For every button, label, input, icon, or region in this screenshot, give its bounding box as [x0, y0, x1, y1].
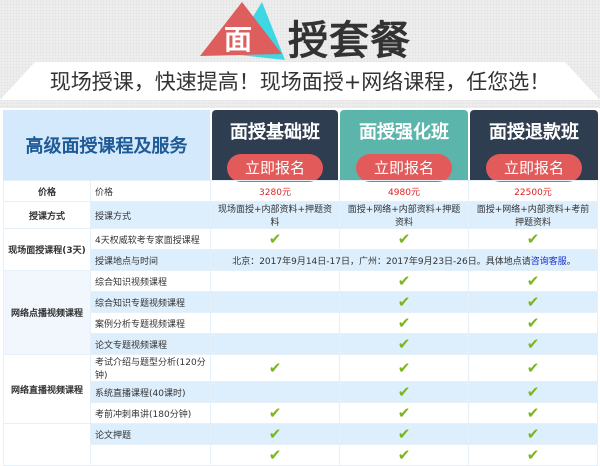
check-icon: ✔ [526, 446, 540, 464]
item-cell: 论文押题 [90, 423, 211, 445]
table-row: 授课方式 授课方式 现场面授+内部资料+押题资料 面授+网络+内部资料+押题资料… [3, 201, 598, 229]
table-row: 系统直播课程(40课时) ✔ ✔ [4, 381, 598, 403]
check-icon: ✔ [397, 425, 411, 443]
check-icon: ✔ [397, 230, 411, 248]
item-cell: 论文专题视频课程 [90, 333, 211, 355]
check-icon: ✔ [397, 293, 411, 311]
check-icon: ✔ [526, 335, 540, 353]
item-cell: 授课地点与时间 [90, 249, 211, 271]
check-icon: ✔ [268, 446, 282, 464]
location-cell: 北京：2017年9月14日-17日，广州：2017年9月23日-26日。具体地点… [210, 249, 598, 271]
slogan-banner [0, 62, 600, 100]
item-cell: 综合知识专题视频课程 [90, 291, 211, 313]
price-basic: 3280元 [210, 180, 340, 202]
check-icon: ✔ [397, 446, 411, 464]
price-intensive: 4980元 [339, 180, 469, 202]
check-icon: ✔ [397, 383, 411, 401]
item-cell [90, 444, 211, 466]
table-row: 网络直播视频课程 考试介绍与题型分析(120分钟) ✔ ✔ ✔ [3, 354, 598, 424]
table-row: 价格 价格 3280元 4980元 22500元 [3, 180, 598, 202]
item-cell: 系统直播课程(40课时) [90, 381, 211, 403]
plan-basic: 面授基础班 立即报名 [212, 110, 338, 182]
check-icon: ✔ [526, 293, 540, 311]
check-icon: ✔ [397, 272, 411, 290]
page-title: 授套餐 [288, 18, 411, 64]
plan-name: 面授退款班 [489, 122, 579, 143]
consult-link[interactable]: 咨询客服 [530, 256, 567, 267]
check-icon: ✔ [526, 359, 540, 377]
category-cell [3, 423, 91, 466]
category-cell: 现场面授课程(3天) [3, 228, 91, 271]
category-cell: 授课方式 [3, 201, 91, 229]
signup-button[interactable]: 立即报名 [486, 154, 582, 182]
signup-button[interactable]: 立即报名 [227, 154, 323, 182]
check-icon: ✔ [268, 359, 282, 377]
table-row: ✔ ✔ ✔ [4, 444, 598, 466]
mode-basic: 现场面授+内部资料+押题资料 [210, 201, 340, 229]
check-icon: ✔ [526, 383, 540, 401]
check-icon: ✔ [397, 314, 411, 332]
item-cell: 考试介绍与题型分析(120分钟) [90, 354, 211, 382]
check-icon: ✔ [397, 404, 411, 422]
mode-intensive: 面授+网络+内部资料+押题资料 [339, 201, 469, 229]
check-icon: ✔ [526, 272, 540, 290]
check-icon: ✔ [397, 335, 411, 353]
table-row: 授课地点与时间 北京：2017年9月14日-17日，广州：2017年9月23日-… [4, 249, 598, 271]
plan-intensive: 面授强化班 立即报名 [340, 110, 468, 182]
table-row: 现场面授课程(3天) 4天权威软考专家面授课程 ✔ ✔ ✔ [3, 228, 598, 271]
mode-refund: 面授+网络+内部资料+考前押题资料 [468, 201, 598, 229]
check-icon: ✔ [268, 425, 282, 443]
check-icon: ✔ [397, 359, 411, 377]
plan-name: 面授基础班 [230, 122, 320, 143]
signup-button[interactable]: 立即报名 [356, 154, 452, 182]
check-icon: ✔ [268, 230, 282, 248]
plan-name: 面授强化班 [359, 122, 449, 143]
table-row: 论文押题 ✔ ✔ ✔ [3, 423, 598, 466]
check-icon: ✔ [526, 314, 540, 332]
check-icon: ✔ [268, 404, 282, 422]
slogan: 现场授课，快速提高！现场面授+网络课程，任您选！ [49, 70, 551, 94]
check-icon: ✔ [526, 404, 540, 422]
check-icon: ✔ [526, 425, 540, 443]
table-row: 网络点播视频课程 综合知识视频课程 ✔ ✔ [3, 270, 598, 355]
table-row: 综合知识专题视频课程 ✔ ✔ [4, 291, 598, 313]
item-cell: 4天权威软考专家面授课程 [90, 228, 211, 250]
category-cell: 网络点播视频课程 [3, 270, 91, 355]
table-row: 考前冲刺串讲(180分钟) ✔ ✔ ✔ [4, 402, 598, 424]
check-icon: ✔ [526, 230, 540, 248]
item-cell: 授课方式 [90, 201, 211, 229]
price-refund: 22500元 [468, 180, 598, 202]
location-text: 北京：2017年9月14日-17日，广州：2017年9月23日-26日。具体地点… [232, 256, 531, 267]
item-cell: 综合知识视频课程 [90, 270, 211, 292]
logo-char: 面 [224, 23, 253, 56]
comparison-table: 价格 价格 3280元 4980元 22500元 授课方式 授课方式 现场面授+… [3, 180, 598, 466]
category-cell: 网络直播视频课程 [3, 354, 91, 424]
item-cell: 考前冲刺串讲(180分钟) [90, 402, 211, 424]
table-row: 论文专题视频课程 ✔ ✔ [4, 333, 598, 355]
category-cell: 价格 [3, 180, 91, 202]
location-end: 。 [566, 256, 576, 267]
plan-refund: 面授退款班 立即报名 [470, 110, 598, 182]
table-row: 案例分析专题视频课程 ✔ ✔ [4, 312, 598, 334]
item-cell: 案例分析专题视频课程 [90, 312, 211, 334]
logo-icon [200, 2, 285, 60]
item-cell: 价格 [90, 180, 211, 202]
table-title: 高级面授课程及服务 [3, 110, 210, 180]
